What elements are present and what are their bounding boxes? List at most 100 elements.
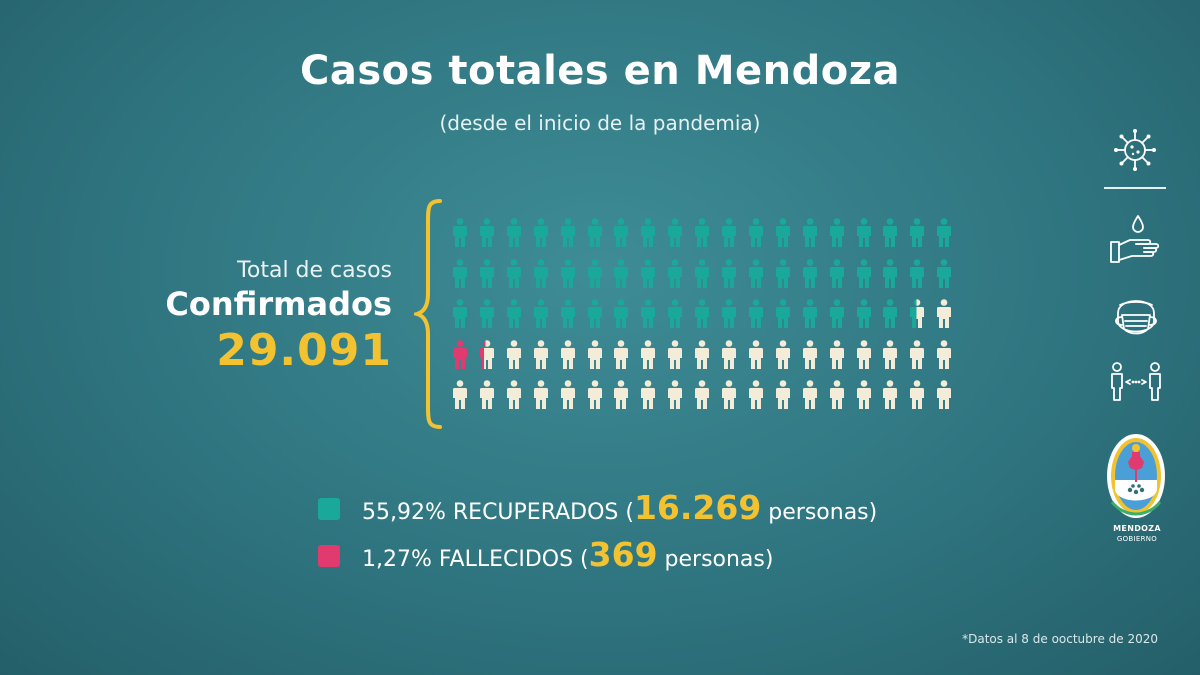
person-icon: [694, 380, 710, 410]
recovered-percent: 55,92% RECUPERADOS (: [362, 500, 634, 525]
person-icon-recovered: [748, 299, 764, 329]
person-icon-recovered: [640, 299, 656, 329]
confirmed-caption: Confirmados: [165, 285, 392, 323]
person-icon-recovered: [479, 299, 495, 329]
person-icon-recovered: [694, 299, 710, 329]
person-icon: [613, 380, 629, 410]
person-icon-recovered: [560, 218, 576, 248]
person-icon-recovered: [533, 258, 549, 289]
person-icon-recovered: [721, 258, 737, 289]
person-icon: [479, 380, 495, 410]
page-subtitle: (desde el inicio de la pandemia): [439, 111, 761, 135]
person-icon-recovered: [560, 258, 576, 289]
person-icon: [909, 339, 925, 370]
person-icon: [856, 339, 872, 370]
person-icon-recovered: [694, 258, 710, 289]
person-icon-recovered: [640, 218, 656, 248]
person-icon-recovered: [452, 258, 468, 289]
total-cases-label: Total de casos Confirmados 29.091: [100, 258, 392, 376]
person-icon: [829, 380, 845, 410]
person-icon: [560, 339, 576, 370]
person-icon-recovered: [882, 299, 898, 329]
person-icon: [640, 380, 656, 410]
person-icon: [452, 380, 468, 410]
person-icon: [721, 380, 737, 410]
person-icon-recovered: [856, 258, 872, 289]
person-icon: [748, 339, 764, 370]
person-icon-recovered: [856, 299, 872, 329]
recovered-swatch: [318, 498, 340, 520]
person-icon-recovered: [613, 258, 629, 289]
person-icon-recovered: [909, 258, 925, 289]
person-icon-recovered: [533, 299, 549, 329]
person-icon-recovered: [748, 258, 764, 289]
recovered-count: 16.269: [633, 488, 762, 527]
person-icon-deceased: [452, 339, 468, 370]
deceased-count: 369: [588, 535, 658, 574]
person-icon-recovered: [721, 218, 737, 248]
person-icon: [748, 380, 764, 410]
total-cases-number: 29.091: [216, 325, 392, 376]
person-icon-recovered: [506, 258, 522, 289]
person-icon: [587, 339, 603, 370]
deceased-percent: 1,27% FALLECIDOS (: [362, 547, 589, 572]
deceased-swatch: [318, 545, 340, 567]
person-icon-recovered-partial: [909, 299, 925, 329]
person-icon-recovered: [909, 218, 925, 248]
person-icon-recovered: [829, 218, 845, 248]
curly-brace: [414, 199, 442, 429]
person-icon: [587, 380, 603, 410]
person-icon-recovered: [560, 299, 576, 329]
person-icon: [533, 339, 549, 370]
logo-text-mendoza: MENDOZA: [1113, 524, 1161, 533]
person-icon-recovered: [856, 218, 872, 248]
person-icon: [667, 339, 683, 370]
person-icon-recovered: [479, 258, 495, 289]
person-icon-recovered: [452, 218, 468, 248]
person-icon-recovered: [802, 218, 818, 248]
person-icon-recovered: [775, 258, 791, 289]
mendoza-coat-of-arms-logo: [1107, 434, 1165, 518]
person-icon-recovered: [587, 218, 603, 248]
pictogram-grid: [452, 218, 976, 414]
footnote: *Datos al 8 de ooctubre de 2020: [962, 632, 1158, 646]
sidebar-divider: [1104, 187, 1166, 189]
person-icon-recovered: [667, 258, 683, 289]
person-icon: [936, 339, 952, 370]
person-icon-recovered: [882, 258, 898, 289]
person-icon: [640, 339, 656, 370]
person-icon: [506, 339, 522, 370]
person-icon: [694, 339, 710, 370]
person-icon-recovered: [694, 218, 710, 248]
person-icon-deceased-partial: [479, 339, 495, 370]
person-icon-recovered: [775, 218, 791, 248]
person-icon: [802, 339, 818, 370]
person-icon: [775, 380, 791, 410]
person-icon-recovered: [640, 258, 656, 289]
person-icon-recovered: [936, 218, 952, 248]
virus-icon: [1114, 129, 1156, 171]
person-icon-recovered: [936, 258, 952, 289]
hand-wash-icon: [1110, 215, 1160, 263]
person-icon: [802, 380, 818, 410]
person-icon: [506, 380, 522, 410]
person-icon-recovered: [721, 299, 737, 329]
person-icon-recovered: [802, 258, 818, 289]
person-icon: [721, 339, 737, 370]
person-icon-recovered: [587, 258, 603, 289]
person-icon: [533, 380, 549, 410]
person-icon-recovered: [829, 258, 845, 289]
person-icon: [936, 299, 952, 329]
person-icon-recovered: [506, 299, 522, 329]
person-icon-recovered: [748, 218, 764, 248]
person-icon: [882, 380, 898, 410]
total-cases-caption: Total de casos: [237, 258, 392, 283]
person-icon: [560, 380, 576, 410]
deceased-suffix: personas): [657, 547, 774, 572]
person-icon: [909, 380, 925, 410]
logo-text-gobierno: GOBIERNO: [1116, 535, 1158, 543]
recovered-suffix: personas): [761, 500, 878, 525]
person-icon-recovered: [882, 218, 898, 248]
person-icon-recovered: [667, 299, 683, 329]
person-icon: [775, 339, 791, 370]
